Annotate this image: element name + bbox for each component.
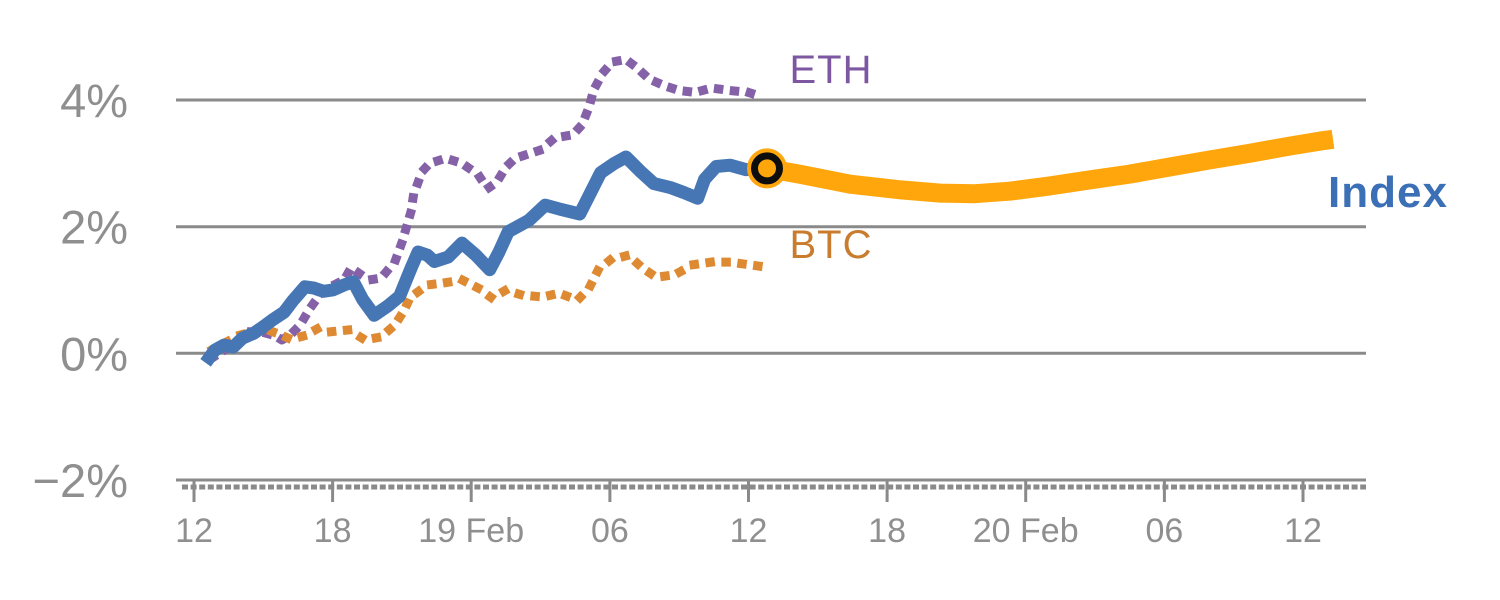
x-tick-label: 12 xyxy=(730,512,768,550)
x-tick-label: 12 xyxy=(1284,512,1322,550)
last-point-marker xyxy=(751,152,783,185)
btc-series-label: BTC xyxy=(789,223,873,267)
y-tick-label: −2% xyxy=(33,454,128,507)
eth-series-label: ETH xyxy=(789,48,873,92)
y-tick-label: 4% xyxy=(60,74,128,127)
y-tick-label: 0% xyxy=(60,327,128,380)
index-series xyxy=(200,150,768,367)
btc-series xyxy=(206,250,768,356)
x-tick-label: 18 xyxy=(868,512,906,550)
x-tick-label: 06 xyxy=(1145,512,1183,550)
index-series-label: Index xyxy=(1328,168,1448,217)
x-tick-label: 06 xyxy=(591,512,629,550)
x-tick-label: 20 Feb xyxy=(973,512,1079,550)
eth-series xyxy=(206,55,769,365)
x-tick-label: 19 Feb xyxy=(418,512,524,550)
x-tick-label: 18 xyxy=(314,512,352,550)
y-tick-label: 2% xyxy=(60,201,128,254)
x-tick-label: 12 xyxy=(175,512,213,550)
index-forecast-series xyxy=(765,129,1335,204)
